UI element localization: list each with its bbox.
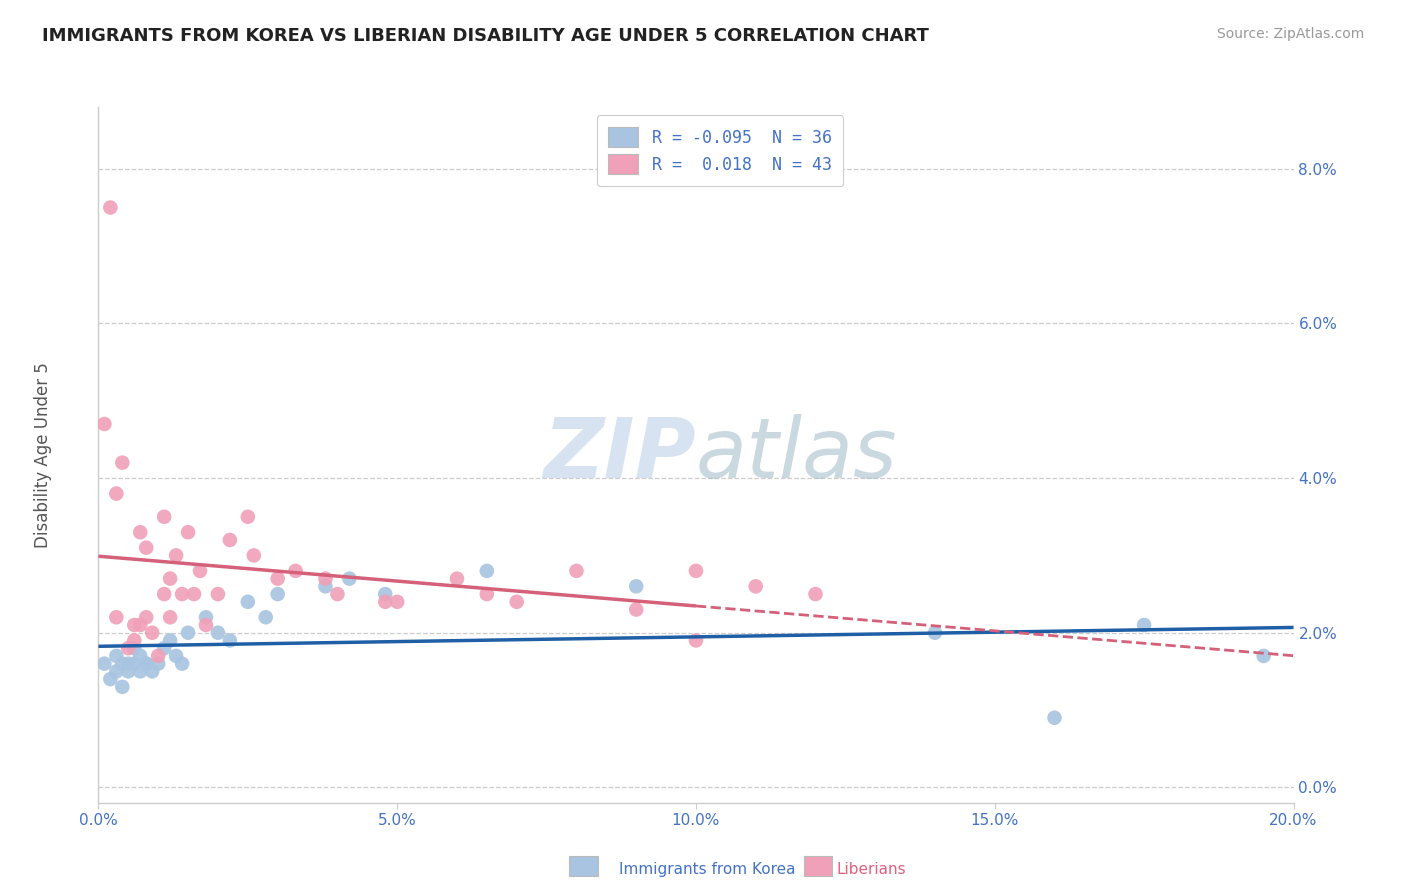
Point [339, 572, 360, 586]
Point [159, 633, 181, 648]
Text: Liberians: Liberians [837, 863, 907, 877]
Point [111, 456, 134, 470]
Point [153, 509, 176, 524]
Point [624, 602, 647, 616]
Point [117, 657, 139, 671]
Point [219, 633, 242, 648]
Text: ZIP: ZIP [543, 415, 696, 495]
Point [207, 587, 229, 601]
Point [219, 533, 242, 547]
Point [446, 572, 468, 586]
Point [177, 525, 200, 540]
Text: Immigrants from Korea: Immigrants from Korea [619, 863, 796, 877]
Point [1133, 618, 1156, 632]
Point [117, 641, 139, 656]
Point [194, 618, 218, 632]
Point [105, 486, 128, 500]
Point [165, 648, 187, 663]
Point [153, 641, 176, 656]
Point [129, 525, 152, 540]
Point [135, 657, 157, 671]
Point [177, 625, 200, 640]
Point [475, 564, 498, 578]
Text: atlas: atlas [696, 415, 897, 495]
Point [236, 595, 259, 609]
Point [141, 665, 163, 679]
Point [315, 579, 337, 593]
Point [124, 618, 146, 632]
Text: IMMIGRANTS FROM KOREA VS LIBERIAN DISABILITY AGE UNDER 5 CORRELATION CHART: IMMIGRANTS FROM KOREA VS LIBERIAN DISABI… [42, 27, 929, 45]
Point [236, 509, 259, 524]
Point [129, 665, 152, 679]
Point [153, 587, 176, 601]
Point [506, 595, 529, 609]
Point [129, 618, 152, 632]
Point [111, 657, 134, 671]
Point [254, 610, 277, 624]
Point [374, 587, 396, 601]
Point [105, 648, 128, 663]
Point [141, 625, 163, 640]
Legend: R = -0.095  N = 36, R =  0.018  N = 43: R = -0.095 N = 36, R = 0.018 N = 43 [596, 115, 844, 186]
Bar [569, 856, 598, 876]
Y-axis label: Disability Age Under 5: Disability Age Under 5 [34, 362, 52, 548]
Point [194, 610, 218, 624]
Point [1043, 711, 1066, 725]
Point [475, 587, 498, 601]
Text: Source: ZipAtlas.com: Source: ZipAtlas.com [1216, 27, 1364, 41]
Point [124, 633, 146, 648]
Point [745, 579, 768, 593]
Point [135, 541, 157, 555]
Point [326, 587, 349, 601]
Point [98, 672, 122, 686]
Point [243, 549, 266, 563]
Point [117, 665, 139, 679]
Point [267, 572, 290, 586]
Point [1253, 648, 1275, 663]
Point [159, 610, 181, 624]
Point [267, 587, 290, 601]
Point [93, 417, 115, 431]
Point [565, 564, 588, 578]
Point [105, 610, 128, 624]
Point [188, 564, 211, 578]
Point [183, 587, 205, 601]
Point [165, 549, 187, 563]
Point [385, 595, 409, 609]
Point [315, 572, 337, 586]
Point [172, 587, 194, 601]
Point [148, 657, 170, 671]
Point [804, 587, 827, 601]
Point [111, 680, 134, 694]
Point [172, 657, 194, 671]
Bar [804, 856, 832, 876]
Point [105, 665, 128, 679]
Point [284, 564, 307, 578]
Point [98, 201, 122, 215]
Point [159, 572, 181, 586]
Point [124, 657, 146, 671]
Point [124, 641, 146, 656]
Point [135, 657, 157, 671]
Point [129, 648, 152, 663]
Point [924, 625, 946, 640]
Point [148, 648, 170, 663]
Point [685, 564, 707, 578]
Point [207, 625, 229, 640]
Point [685, 633, 707, 648]
Point [624, 579, 647, 593]
Point [374, 595, 396, 609]
Point [135, 610, 157, 624]
Point [93, 657, 115, 671]
